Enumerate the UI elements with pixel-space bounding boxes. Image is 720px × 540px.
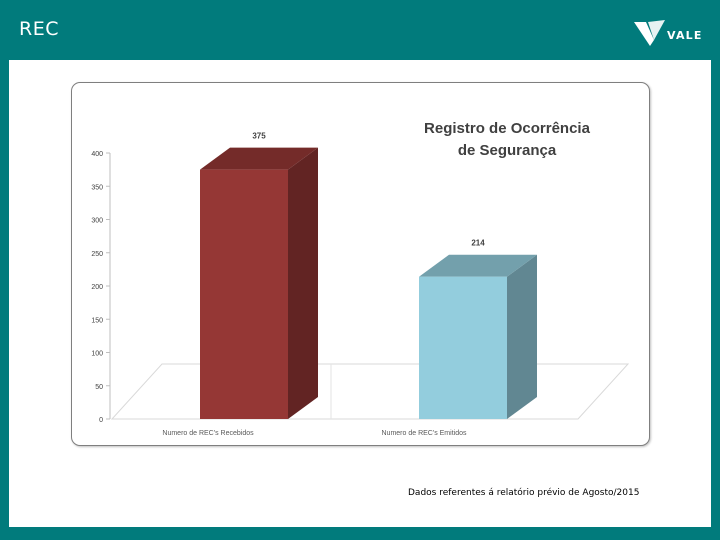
bar-top-1 [200, 147, 318, 170]
logo-text: VALE [667, 29, 703, 42]
y-tick-label: 200 [91, 284, 103, 291]
y-tick-label: 0 [99, 417, 103, 424]
y-tick-label: 250 [91, 251, 103, 258]
data-label: 375 [252, 132, 266, 141]
y-tick-label: 400 [91, 151, 103, 158]
chart-floor [110, 363, 630, 420]
vale-logo-icon [634, 20, 665, 46]
x-category-label: Numero de REC's Recebidos [162, 430, 254, 437]
bar-side-2 [507, 254, 537, 419]
page-title: REC [19, 18, 59, 40]
bar-top-2 [419, 254, 537, 277]
footnote: Dados referentes á relatório prévio de A… [408, 488, 640, 498]
y-tick-label: 50 [95, 384, 103, 391]
chart-title-line2: de Segurança [458, 142, 557, 159]
chart-frame: 0 50 100 150 200 250 300 350 400 375 214 Numero de … [71, 82, 650, 446]
data-label: 214 [471, 239, 485, 248]
chart-title-line1: Registro de Ocorrência [424, 120, 591, 137]
x-category-label: Numero de REC's Emitidos [382, 430, 467, 437]
bar-side-1 [288, 147, 318, 419]
y-tick-label: 300 [91, 218, 103, 225]
y-tick-label: 100 [91, 351, 103, 358]
bar-chart: 0 50 100 150 200 250 300 350 400 375 214 Numero de … [91, 120, 630, 437]
y-tick-label: 150 [91, 317, 103, 324]
bar-2 [419, 276, 507, 419]
y-tick-label: 350 [91, 184, 103, 191]
bar-1 [200, 169, 288, 419]
